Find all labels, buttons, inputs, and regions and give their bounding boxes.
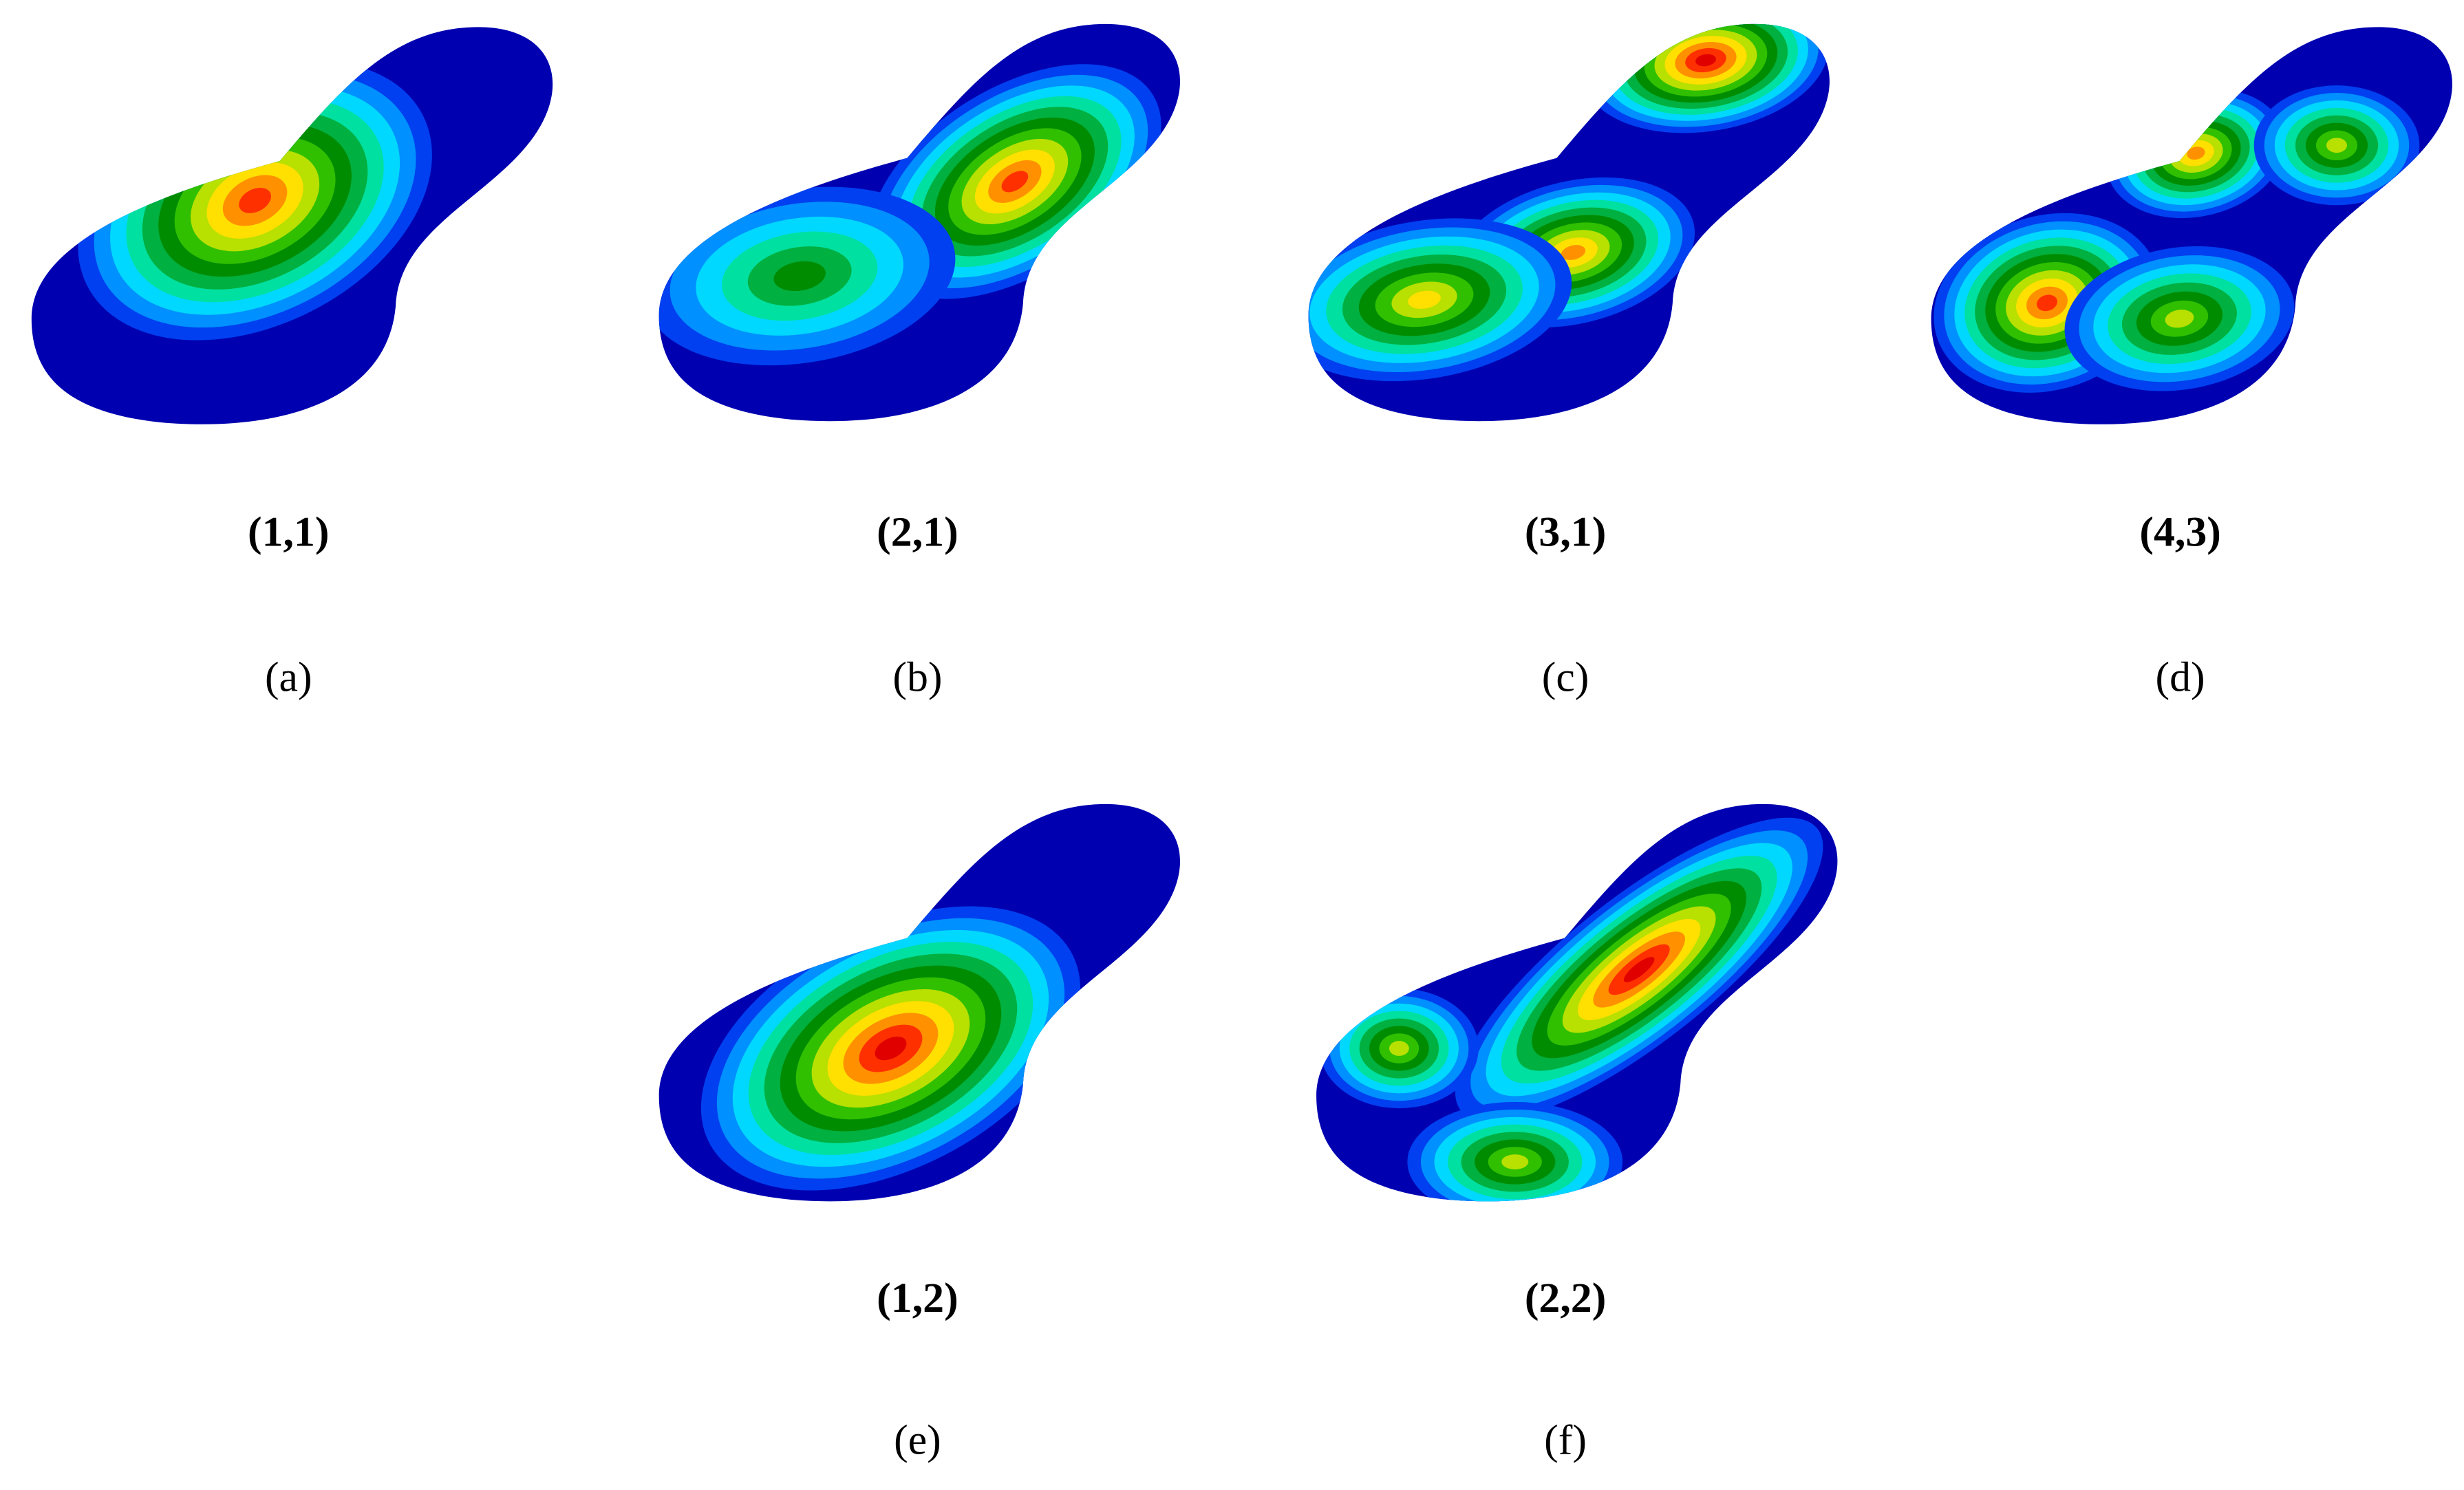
mode-shape [1931, 27, 2452, 424]
mode-label: (1,1) [248, 509, 330, 556]
contour-band [1389, 1041, 1409, 1056]
panel-letter: (d) [2156, 654, 2205, 700]
panel-letter: (a) [265, 654, 312, 700]
contour-band [1695, 54, 1716, 67]
panel-letter: (c) [1542, 654, 1589, 700]
panel-letter: (e) [894, 1416, 941, 1463]
contour-band [2326, 138, 2348, 153]
mode-shape [1308, 23, 1830, 422]
mode-label: (2,2) [1525, 1275, 1607, 1321]
contour-band [2165, 310, 2194, 328]
contours [1933, 85, 2420, 393]
contours [1308, 23, 1829, 382]
mode-shape [1316, 803, 1838, 1202]
mode-shape [31, 27, 553, 424]
contour-band [239, 187, 271, 213]
mode-label: (3,1) [1525, 509, 1607, 556]
contour-band [773, 261, 826, 292]
contour-band [1001, 171, 1029, 193]
contour-band [2037, 294, 2057, 312]
mode-shape [658, 23, 1181, 422]
contour-band [1623, 957, 1655, 982]
panel-letter: (b) [892, 654, 942, 700]
contours [1319, 817, 1823, 1202]
mode-shape [658, 803, 1181, 1202]
contour-band [875, 1036, 907, 1061]
mode-label: (4,3) [2139, 509, 2221, 556]
contours [700, 906, 1081, 1191]
contour-band [1561, 245, 1586, 260]
contour-band [1501, 1154, 1529, 1169]
mode-label: (1,2) [877, 1275, 958, 1321]
contour-band [2187, 147, 2205, 160]
contour-band [1408, 290, 1441, 309]
contours [78, 61, 432, 341]
mode-label: (2,1) [877, 509, 958, 556]
panel-letter: (f) [1544, 1416, 1587, 1463]
